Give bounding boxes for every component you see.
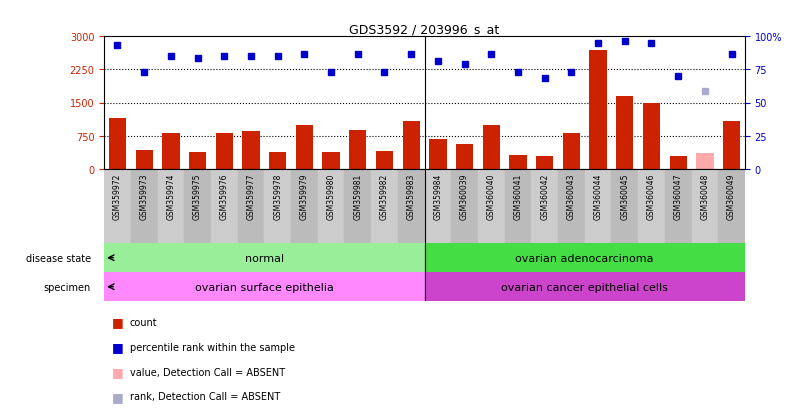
Text: GSM360049: GSM360049 (727, 173, 736, 219)
Bar (242, 132, 260, 169)
Bar (425, 273, 745, 301)
Text: ovarian cancer epithelial cells: ovarian cancer epithelial cells (501, 282, 668, 292)
Bar (691, 169, 718, 244)
Bar (425, 244, 745, 273)
Bar (158, 169, 184, 244)
Text: ■: ■ (112, 316, 124, 329)
Bar (211, 169, 238, 244)
Text: GSM360039: GSM360039 (460, 173, 469, 219)
Bar (670, 157, 687, 169)
Bar (189, 152, 207, 169)
Text: ovarian surface epithelia: ovarian surface epithelia (195, 282, 334, 292)
Text: disease state: disease state (26, 253, 91, 263)
Bar (238, 169, 264, 244)
Bar (104, 244, 425, 273)
Text: ovarian adenocarcinoma: ovarian adenocarcinoma (516, 253, 654, 263)
Bar (425, 169, 451, 244)
Bar (215, 134, 233, 169)
Text: GSM359977: GSM359977 (247, 173, 256, 219)
Text: GSM360046: GSM360046 (647, 173, 656, 219)
Text: GSM360047: GSM360047 (674, 173, 682, 219)
Text: GSM359984: GSM359984 (433, 173, 442, 219)
Title: GDS3592 / 203996_s_at: GDS3592 / 203996_s_at (349, 23, 500, 36)
Bar (162, 133, 179, 169)
Bar (456, 145, 473, 169)
Bar (563, 133, 580, 169)
Bar (505, 169, 531, 244)
Bar (616, 97, 634, 169)
Bar (371, 169, 398, 244)
Bar (403, 122, 420, 169)
Bar (429, 139, 447, 169)
Text: GSM360048: GSM360048 (700, 173, 710, 219)
Bar (109, 119, 127, 169)
Text: GSM359973: GSM359973 (139, 173, 149, 219)
Text: GSM359972: GSM359972 (113, 173, 122, 219)
Bar (318, 169, 344, 244)
Text: GSM360041: GSM360041 (513, 173, 522, 219)
Bar (349, 131, 367, 169)
Bar (135, 150, 153, 169)
Text: ■: ■ (112, 365, 124, 378)
Bar (531, 169, 558, 244)
Bar (291, 169, 318, 244)
Bar (696, 154, 714, 169)
Text: GSM360045: GSM360045 (620, 173, 630, 219)
Text: GSM360042: GSM360042 (540, 173, 549, 219)
Bar (104, 169, 131, 244)
Text: GSM359976: GSM359976 (219, 173, 229, 219)
Bar (264, 169, 291, 244)
Bar (104, 273, 425, 301)
Text: GSM360040: GSM360040 (487, 173, 496, 219)
Bar (585, 169, 611, 244)
Bar (558, 169, 585, 244)
Text: GSM359982: GSM359982 (380, 173, 389, 219)
Bar (643, 104, 660, 169)
Bar (184, 169, 211, 244)
Bar (376, 152, 393, 169)
Bar (483, 125, 500, 169)
Text: value, Detection Call = ABSENT: value, Detection Call = ABSENT (130, 367, 285, 377)
Bar (638, 169, 665, 244)
Bar (296, 125, 313, 169)
Text: GSM359981: GSM359981 (353, 173, 362, 219)
Text: count: count (130, 317, 157, 327)
Bar (269, 152, 287, 169)
Text: normal: normal (245, 253, 284, 263)
Text: percentile rank within the sample: percentile rank within the sample (130, 342, 295, 352)
Bar (509, 155, 527, 169)
Text: GSM359980: GSM359980 (327, 173, 336, 219)
Bar (590, 50, 607, 169)
Bar (478, 169, 505, 244)
Bar (322, 153, 340, 169)
Bar (398, 169, 425, 244)
Text: GSM359983: GSM359983 (407, 173, 416, 219)
Text: GSM359978: GSM359978 (273, 173, 282, 219)
Text: GSM360043: GSM360043 (567, 173, 576, 219)
Bar (611, 169, 638, 244)
Text: GSM360044: GSM360044 (594, 173, 602, 219)
Text: rank, Detection Call = ABSENT: rank, Detection Call = ABSENT (130, 392, 280, 401)
Text: GSM359979: GSM359979 (300, 173, 309, 219)
Text: ■: ■ (112, 390, 124, 403)
Bar (131, 169, 158, 244)
Bar (723, 122, 740, 169)
Bar (451, 169, 478, 244)
Bar (344, 169, 371, 244)
Bar (718, 169, 745, 244)
Text: GSM359974: GSM359974 (167, 173, 175, 219)
Bar (665, 169, 691, 244)
Bar (536, 157, 553, 169)
Text: GSM359975: GSM359975 (193, 173, 202, 219)
Text: ■: ■ (112, 340, 124, 354)
Text: specimen: specimen (43, 282, 91, 292)
